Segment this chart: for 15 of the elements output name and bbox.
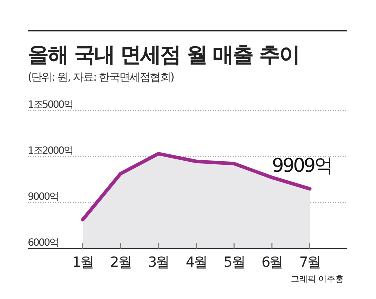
annotation: 9909억 — [272, 155, 332, 178]
y-tick-label: 1조2000억 — [28, 146, 73, 157]
y-tick-label: 1조5000억 — [28, 100, 73, 111]
x-tick-label: 4월 — [186, 255, 207, 271]
x-tick-label: 5월 — [224, 255, 245, 271]
x-tick-label: 7월 — [300, 255, 320, 271]
chart-subtitle: (단위: 원, 자료: 한국면세점협회) — [28, 71, 174, 84]
text: 그래픽 이주홍 — [290, 275, 344, 285]
x-tick-label: 1월 — [72, 255, 94, 271]
x-tick-label: 2월 — [110, 255, 132, 271]
y-tick-label: 9000억 — [28, 192, 58, 203]
chart-title: 올해 국내 면세점 월 매출 추이 — [28, 43, 300, 67]
y-tick-label: 6000억 — [28, 238, 58, 249]
x-tick-label: 6월 — [262, 255, 283, 271]
x-tick-label: 3월 — [148, 255, 170, 271]
